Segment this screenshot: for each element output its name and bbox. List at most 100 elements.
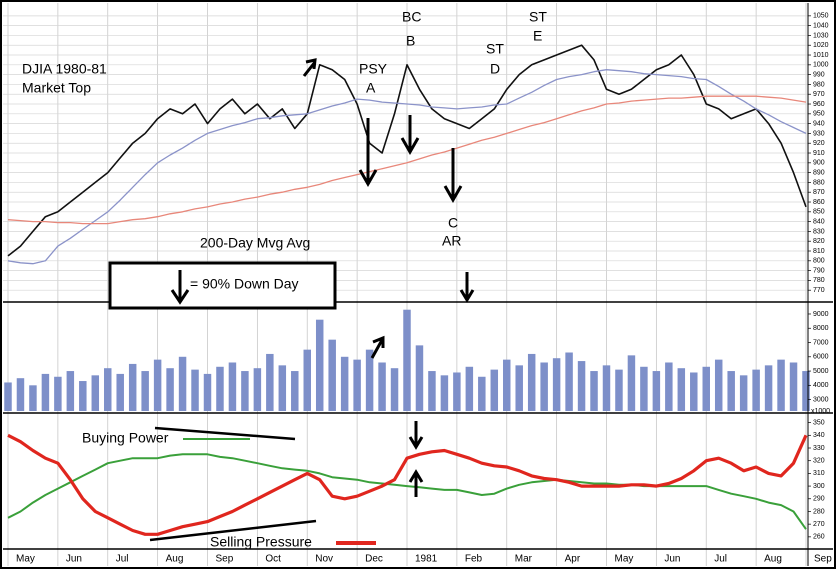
legend-label: Buying Power — [82, 430, 169, 446]
volume-bar — [690, 372, 698, 411]
y-tick-label: 980 — [813, 81, 825, 88]
y-tick-label: 930 — [813, 130, 825, 137]
y-tick-label: 320 — [813, 458, 825, 465]
x-tick-label: May — [16, 554, 35, 565]
y-tick-label: 270 — [813, 521, 825, 528]
volume-bar — [440, 375, 449, 411]
y-tick-label: 800 — [813, 258, 825, 265]
y-tick-label: 790 — [813, 267, 825, 274]
volume-bar — [365, 349, 374, 411]
volume-bar — [403, 309, 411, 411]
volume-bar — [428, 371, 436, 411]
y-tick-label: 1040 — [813, 22, 829, 29]
trend-line — [149, 519, 317, 542]
volume-bar — [328, 339, 336, 411]
y-axis-label: x1000 — [811, 408, 830, 415]
volume-bar — [278, 365, 287, 411]
x-tick-label: Feb — [465, 554, 483, 565]
y-tick-label: 290 — [813, 496, 825, 503]
volume-bar — [390, 368, 399, 411]
y-tick-label: 950 — [813, 111, 825, 118]
volume-bar — [527, 353, 536, 411]
x-tick-label: Apr — [565, 554, 581, 565]
x-tick-label: Jun — [66, 554, 82, 565]
y-tick-label: 770 — [813, 287, 825, 294]
y-tick-label: 900 — [813, 160, 825, 167]
volume-bar — [153, 359, 162, 411]
legend-label: Selling Pressure — [210, 534, 312, 550]
volume-bar — [79, 381, 87, 411]
volume-bar — [577, 361, 586, 411]
x-tick-label: Jul — [116, 554, 129, 565]
arrow — [443, 148, 463, 204]
x-tick-label: Nov — [315, 554, 333, 565]
volume-bar — [677, 368, 686, 411]
x-tick-label: Jul — [714, 554, 727, 565]
volume-bar — [652, 371, 661, 411]
x-tick-label: Dec — [365, 554, 383, 565]
arrow — [408, 421, 424, 450]
volume-bar — [552, 358, 561, 411]
arrow — [170, 270, 190, 305]
arrow — [408, 469, 424, 497]
y-tick-label: 340 — [813, 432, 825, 439]
volume-bar — [29, 385, 37, 411]
volume-bar — [640, 366, 648, 411]
y-tick-label: 1020 — [813, 42, 829, 49]
y-tick-label: 940 — [813, 120, 825, 127]
y-tick-label: 920 — [813, 140, 825, 147]
y-tick-label: 990 — [813, 71, 825, 78]
volume-bar — [415, 345, 424, 411]
y-tick-label: 1050 — [813, 13, 829, 20]
annotation: B — [406, 33, 415, 49]
y-tick-label: 830 — [813, 228, 825, 235]
key-box — [108, 261, 337, 310]
annotation: BC — [402, 9, 421, 25]
annotation: AR — [442, 233, 461, 249]
y-tick-label: 960 — [813, 101, 825, 108]
annotation: ST — [486, 41, 504, 57]
volume-bar — [54, 376, 62, 411]
y-tick-label: 350 — [813, 419, 825, 426]
x-tick-label: Mar — [515, 554, 533, 565]
y-tick-label: 880 — [813, 179, 825, 186]
volume-bar — [116, 373, 124, 411]
arrow — [400, 115, 420, 156]
annotation: Market Top — [22, 80, 91, 96]
volume-bar — [241, 371, 249, 411]
volume-bar — [228, 362, 237, 411]
annotation: DJIA 1980-81 — [22, 61, 107, 77]
ma-label: 200-Day Mvg Avg — [200, 235, 310, 251]
x-tick-label: Sep — [814, 554, 832, 565]
volume-bar — [714, 359, 723, 411]
y-tick-label: 9000 — [813, 311, 829, 318]
volume-bar — [178, 356, 187, 411]
y-tick-label: 3000 — [813, 396, 829, 403]
volume-bar — [340, 356, 349, 411]
volume-bar — [166, 368, 174, 411]
volume-bar — [191, 369, 199, 411]
volume-bar — [802, 371, 810, 411]
volume-bar — [91, 375, 100, 411]
y-tick-label: 5000 — [813, 368, 829, 375]
volume-bar — [104, 368, 112, 411]
volume-bar — [490, 369, 499, 411]
volume-bar — [4, 382, 12, 411]
volume-bar — [315, 319, 324, 411]
y-tick-label: 1030 — [813, 32, 829, 39]
volume-bar — [16, 378, 25, 411]
y-tick-label: 860 — [813, 199, 825, 206]
y-tick-label: 280 — [813, 508, 825, 515]
y-tick-label: 780 — [813, 277, 825, 284]
volume-bar — [665, 362, 673, 411]
volume-bar — [752, 369, 760, 411]
volume-bar — [253, 368, 262, 411]
volume-bar — [777, 359, 785, 411]
marks-layer — [4, 44, 810, 536]
volume-bar — [41, 373, 50, 411]
volume-bar — [303, 349, 311, 411]
y-tick-label: 260 — [813, 534, 825, 541]
series-line — [7, 433, 808, 536]
y-tick-label: 6000 — [813, 354, 829, 361]
volume-bar — [764, 365, 773, 411]
